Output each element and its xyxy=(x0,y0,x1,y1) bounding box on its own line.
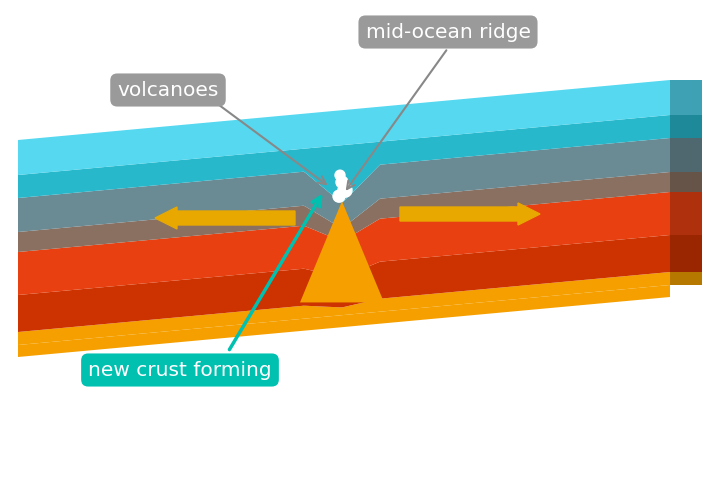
FancyArrow shape xyxy=(400,203,540,225)
Polygon shape xyxy=(18,285,670,357)
Polygon shape xyxy=(300,201,384,302)
Text: volcanoes: volcanoes xyxy=(117,81,219,99)
Polygon shape xyxy=(18,172,670,252)
FancyArrow shape xyxy=(155,207,295,229)
Polygon shape xyxy=(18,138,670,232)
Polygon shape xyxy=(18,235,670,332)
Circle shape xyxy=(338,183,352,197)
Circle shape xyxy=(335,170,345,180)
Polygon shape xyxy=(670,272,702,285)
Polygon shape xyxy=(18,80,670,175)
Polygon shape xyxy=(670,172,702,192)
Polygon shape xyxy=(670,138,702,172)
Polygon shape xyxy=(18,192,670,295)
Text: mid-ocean ridge: mid-ocean ridge xyxy=(366,23,531,41)
Polygon shape xyxy=(670,80,702,115)
Polygon shape xyxy=(670,115,702,138)
Polygon shape xyxy=(670,235,702,272)
Polygon shape xyxy=(670,192,702,235)
Text: new crust forming: new crust forming xyxy=(88,360,272,380)
Polygon shape xyxy=(18,115,670,202)
Polygon shape xyxy=(18,272,670,345)
Circle shape xyxy=(336,176,348,188)
Circle shape xyxy=(333,190,345,202)
